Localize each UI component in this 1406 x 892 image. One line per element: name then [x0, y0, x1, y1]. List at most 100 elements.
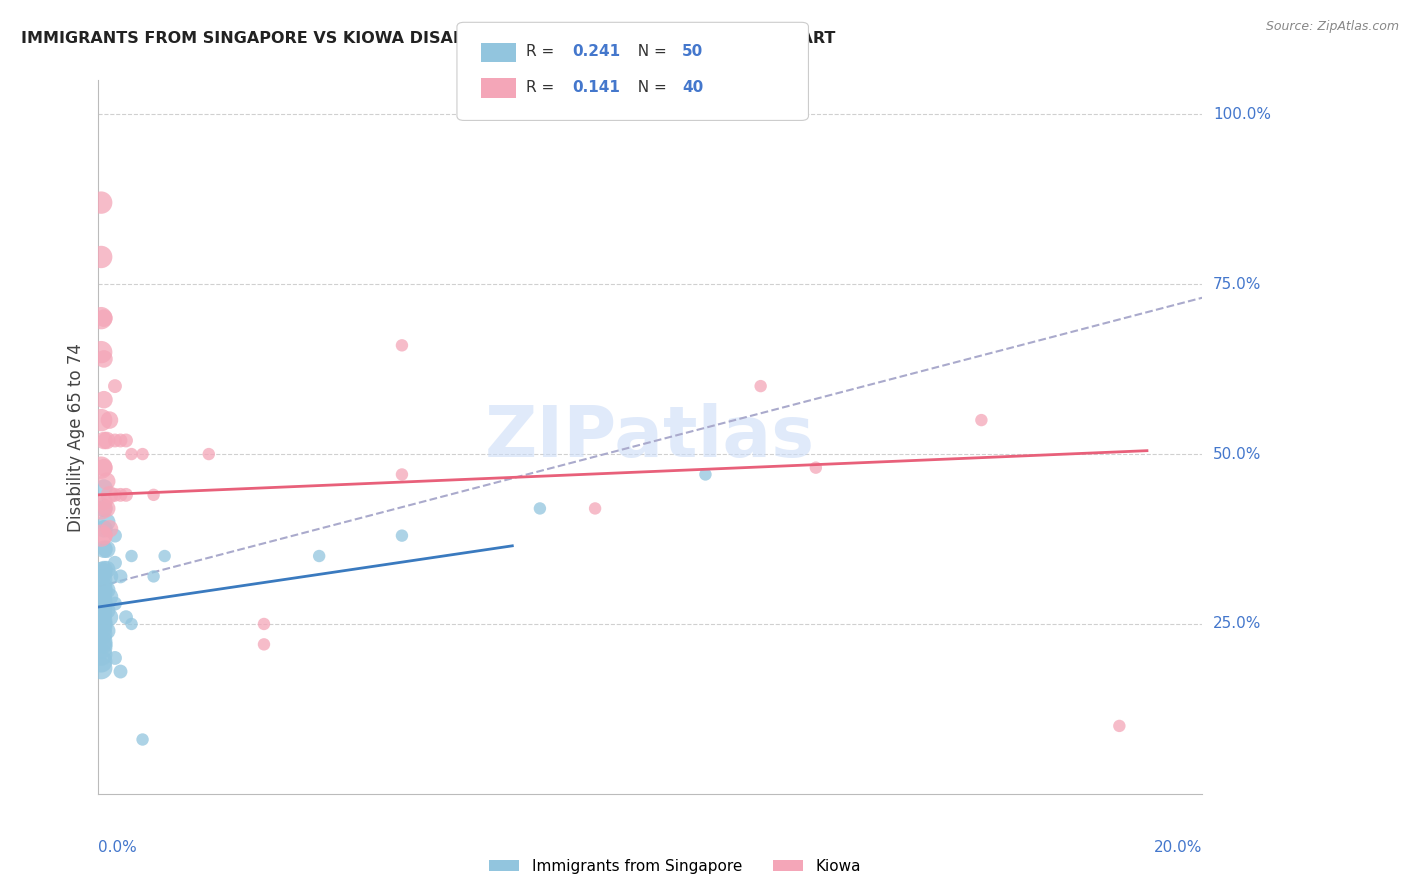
Point [96, 501, 118, 516]
Point [90, 250, 112, 264]
Point [93, 597, 115, 611]
Point [115, 610, 138, 624]
Point [1108, 719, 1130, 733]
Point [253, 637, 276, 651]
Point [104, 379, 127, 393]
Point [90, 580, 112, 594]
Point [104, 488, 127, 502]
Y-axis label: Disability Age 65 to 74: Disability Age 65 to 74 [67, 343, 86, 532]
Text: 50.0%: 50.0% [1213, 447, 1261, 461]
Point [98, 610, 121, 624]
Text: 50: 50 [682, 45, 703, 59]
Point [391, 467, 413, 482]
Point [90, 620, 112, 634]
Text: R =: R = [526, 80, 560, 95]
Point [391, 528, 413, 542]
Point [142, 488, 165, 502]
Point [93, 351, 115, 366]
Point [90, 634, 112, 648]
Text: R =: R = [526, 45, 560, 59]
Point [197, 447, 219, 461]
Point [90, 413, 112, 427]
Point [90, 528, 112, 542]
Point [90, 195, 112, 210]
Point [104, 434, 127, 448]
Point [98, 488, 121, 502]
Point [93, 311, 115, 326]
Point [93, 522, 115, 536]
Point [529, 501, 551, 516]
Point [131, 732, 153, 747]
Text: N =: N = [628, 80, 672, 95]
Point [90, 460, 112, 475]
Text: 40: 40 [682, 80, 703, 95]
Text: 75.0%: 75.0% [1213, 277, 1261, 292]
Point [93, 637, 115, 651]
Text: 20.0%: 20.0% [1154, 840, 1202, 855]
Point [98, 569, 121, 583]
Point [93, 563, 115, 577]
Text: ZIPatlas: ZIPatlas [485, 402, 815, 472]
Point [93, 528, 115, 542]
Point [104, 597, 127, 611]
Point [90, 640, 112, 655]
Point [90, 614, 112, 628]
Point [93, 617, 115, 632]
Point [93, 460, 115, 475]
Point [96, 515, 118, 529]
Point [110, 665, 132, 679]
Point [90, 345, 112, 359]
Legend: Immigrants from Singapore, Kiowa: Immigrants from Singapore, Kiowa [482, 853, 868, 880]
Point [93, 434, 115, 448]
Point [90, 566, 112, 580]
Point [104, 528, 127, 542]
Point [96, 582, 118, 597]
Point [90, 573, 112, 587]
Point [93, 582, 115, 597]
Point [121, 617, 143, 632]
Point [110, 569, 132, 583]
Point [131, 447, 153, 461]
Point [96, 603, 118, 617]
Point [96, 475, 118, 489]
Point [104, 556, 127, 570]
Point [110, 488, 132, 502]
Point [110, 434, 132, 448]
Point [90, 593, 112, 607]
Point [749, 379, 772, 393]
Point [121, 447, 143, 461]
Text: 100.0%: 100.0% [1213, 107, 1271, 122]
Point [90, 599, 112, 614]
Point [115, 434, 138, 448]
Point [98, 590, 121, 604]
Point [93, 481, 115, 495]
Point [93, 494, 115, 508]
Point [90, 607, 112, 621]
Point [253, 617, 276, 632]
Point [970, 413, 993, 427]
Text: IMMIGRANTS FROM SINGAPORE VS KIOWA DISABILITY AGE 65 TO 74 CORRELATION CHART: IMMIGRANTS FROM SINGAPORE VS KIOWA DISAB… [21, 31, 835, 46]
Point [308, 549, 330, 563]
Point [804, 460, 827, 475]
Point [142, 569, 165, 583]
Point [90, 661, 112, 675]
Point [90, 586, 112, 600]
Text: N =: N = [628, 45, 672, 59]
Point [115, 488, 138, 502]
Point [93, 501, 115, 516]
Text: 0.241: 0.241 [572, 45, 620, 59]
Text: 25.0%: 25.0% [1213, 616, 1261, 632]
Text: Source: ZipAtlas.com: Source: ZipAtlas.com [1265, 20, 1399, 33]
Text: 0.141: 0.141 [572, 80, 620, 95]
Point [96, 624, 118, 638]
Point [90, 311, 112, 326]
Point [93, 392, 115, 407]
Point [98, 522, 121, 536]
Point [96, 434, 118, 448]
Point [153, 549, 176, 563]
Point [90, 627, 112, 641]
Point [98, 413, 121, 427]
Point [90, 501, 112, 516]
Point [96, 542, 118, 557]
Point [96, 563, 118, 577]
